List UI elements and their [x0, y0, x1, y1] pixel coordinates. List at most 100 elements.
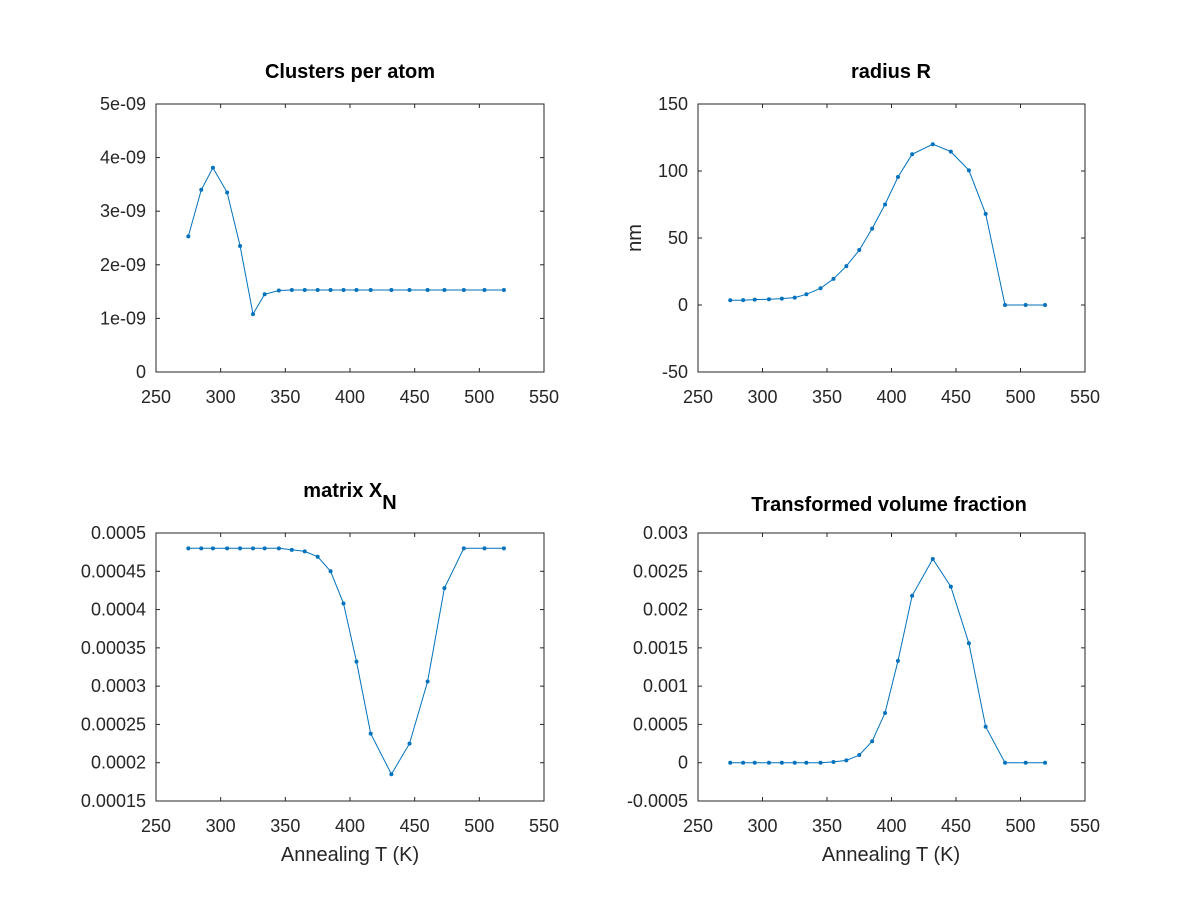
data-point [1023, 760, 1028, 765]
data-point [870, 226, 875, 231]
data-point [341, 287, 346, 292]
data-point [966, 168, 971, 173]
data-point [210, 165, 215, 170]
data-point [728, 760, 733, 765]
data-point [844, 264, 849, 269]
data-point [883, 710, 888, 715]
data-point [210, 546, 215, 551]
x-tick-label: 400 [876, 387, 906, 407]
x-tick-label: 250 [683, 387, 713, 407]
data-point [354, 659, 359, 664]
series-line [730, 143, 1045, 306]
data-point [779, 296, 784, 301]
data-point [895, 175, 900, 180]
plot-area: 250 300 350 400 450 500 550 -0.0005 0 0.0005 0.001… [627, 523, 1100, 836]
data-point [251, 546, 255, 551]
data-point [276, 288, 281, 293]
x-tick-label: 350 [812, 816, 842, 836]
x-axis-label: Annealing T (K) [281, 844, 419, 866]
data-point [501, 546, 506, 551]
data-point [728, 298, 733, 303]
data-point [792, 295, 797, 300]
plot-area: 250 300 350 400 450 500 550 0 1e-09 2e-09 3e-09 4e-… [100, 94, 559, 407]
x-tick-label: 500 [464, 816, 494, 836]
data-point [461, 546, 466, 551]
x-tick-label: 350 [812, 387, 842, 407]
data-point [225, 190, 230, 195]
y-tick-label: 100 [658, 161, 688, 181]
data-point [442, 287, 447, 292]
data-point [1003, 303, 1008, 307]
data-point [302, 287, 307, 292]
data-point [895, 658, 900, 663]
x-tick-label: 400 [335, 816, 365, 836]
data-point [341, 601, 346, 606]
data-point [501, 287, 506, 292]
data-point [844, 758, 849, 763]
y-tick-label: 2e-09 [100, 255, 146, 275]
data-point [1003, 760, 1008, 765]
series-line [188, 547, 504, 776]
data-point [831, 759, 836, 764]
x-tick-label: 250 [141, 816, 171, 836]
y-tick-label: 0.0015 [633, 638, 688, 658]
y-tick-label: 0 [136, 362, 146, 382]
data-point [857, 248, 862, 253]
x-tick-label: 400 [335, 387, 365, 407]
data-point [238, 546, 243, 551]
y-tick-label: -50 [662, 362, 688, 382]
data-point [804, 760, 809, 765]
data-point [328, 287, 333, 292]
data-point [818, 760, 823, 765]
data-point [752, 760, 757, 765]
data-point [948, 584, 953, 589]
data-point [818, 286, 823, 291]
data-point [482, 546, 487, 551]
data-point [199, 187, 204, 192]
data-point [752, 297, 757, 302]
y-tick-label: 0.00045 [81, 561, 146, 581]
y-tick-label: 0.003 [643, 523, 688, 543]
y-tick-label: 5e-09 [100, 94, 146, 114]
x-tick-label: 300 [206, 387, 236, 407]
y-tick-label: 0.0025 [633, 561, 688, 581]
data-point [368, 287, 373, 292]
subplot-title: Clusters per atom [265, 61, 435, 83]
data-point [930, 142, 935, 147]
subplot-matrix-xn: matrix XN Annealing T (K) 250 300 350 400 45… [81, 480, 559, 866]
x-tick-label: 300 [747, 816, 777, 836]
data-point [1023, 303, 1028, 307]
y-tick-label: 4e-09 [100, 148, 146, 168]
y-tick-label: 0.002 [643, 600, 688, 620]
data-point [425, 679, 430, 684]
x-tick-label: 350 [270, 816, 300, 836]
y-tick-label: 0.0005 [633, 714, 688, 734]
data-point [407, 287, 412, 292]
subplot-transformed-volume-fraction: Transformed volume fraction Annealing T … [627, 494, 1100, 866]
data-point [262, 292, 267, 297]
data-point [407, 741, 412, 746]
x-tick-label: 450 [400, 387, 430, 407]
x-tick-label: 550 [529, 387, 559, 407]
y-tick-label: 0.0003 [91, 676, 146, 696]
x-tick-label: 450 [941, 387, 971, 407]
data-point [442, 586, 447, 591]
x-tick-label: 500 [1005, 387, 1035, 407]
y-tick-label: 0.001 [643, 676, 688, 696]
data-point [741, 760, 746, 765]
x-tick-label: 350 [270, 387, 300, 407]
subplot-title: Transformed volume fraction [751, 494, 1027, 516]
data-point [461, 287, 466, 292]
x-tick-label: 550 [529, 816, 559, 836]
y-tick-label: 1e-09 [100, 308, 146, 328]
data-point [425, 287, 430, 292]
y-tick-label: 50 [668, 228, 688, 248]
data-point [186, 234, 191, 239]
x-tick-label: 400 [876, 816, 906, 836]
series-line [187, 166, 504, 316]
x-tick-label: 300 [206, 816, 236, 836]
y-tick-label: 0 [678, 295, 688, 315]
data-point [302, 549, 307, 554]
